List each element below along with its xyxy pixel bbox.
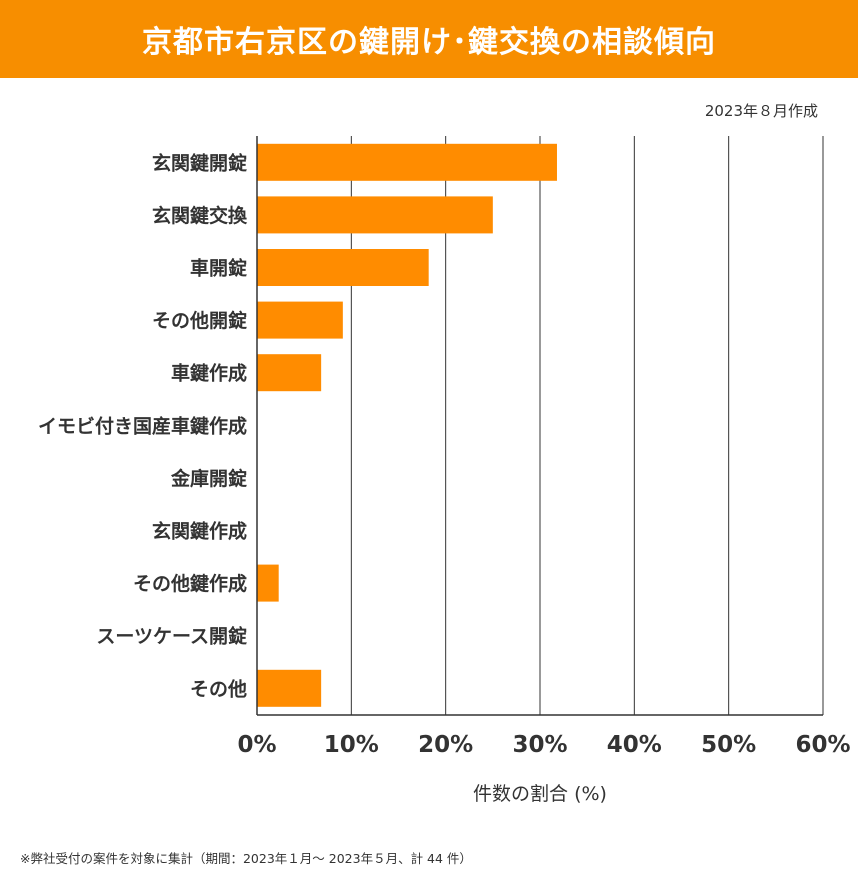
footnote: ※弊社受付の案件を対象に集計（期間：2023年１月～ 2023年５月、計 44 … (20, 851, 472, 866)
category-label: 金庫開錠 (170, 467, 247, 490)
x-tick-label: 60% (795, 732, 850, 758)
x-tick-label: 40% (607, 732, 662, 758)
x-tick-label: 10% (324, 732, 379, 758)
category-label: スーツケース開錠 (96, 625, 247, 648)
bar (257, 564, 279, 602)
bar (257, 196, 493, 234)
header-banner: 京都市右京区の鍵開け･鍵交換の相談傾向 (0, 0, 858, 78)
category-label: その他 (190, 677, 247, 700)
category-label: イモビ付き国産車鍵作成 (38, 414, 247, 437)
page-title: 京都市右京区の鍵開け･鍵交換の相談傾向 (142, 25, 716, 60)
bar (257, 669, 322, 707)
category-label: 玄関鍵交換 (152, 204, 248, 227)
category-label: 車開錠 (190, 257, 247, 280)
category-label: 車鍵作成 (171, 362, 247, 385)
category-label: 玄関鍵作成 (152, 520, 247, 543)
bar (257, 301, 343, 339)
bar (257, 249, 429, 286)
bar (257, 354, 322, 392)
created-date-note: 2023年８月作成 (704, 102, 818, 120)
category-label: その他開錠 (152, 309, 247, 332)
x-tick-label: 50% (701, 732, 756, 758)
x-axis-label: 件数の割合 (%) (473, 783, 607, 805)
x-tick-label: 30% (512, 732, 567, 758)
x-tick-label: 20% (418, 732, 473, 758)
x-tick-label: 0% (237, 732, 276, 758)
bar (257, 143, 557, 181)
category-label: 玄関鍵開錠 (152, 151, 247, 174)
category-label: その他鍵作成 (133, 572, 247, 595)
